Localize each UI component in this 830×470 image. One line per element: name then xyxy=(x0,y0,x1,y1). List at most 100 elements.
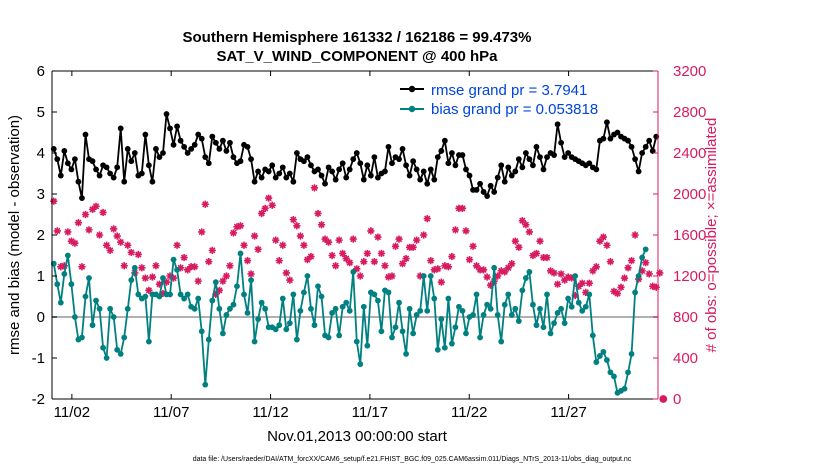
obs-count-point xyxy=(638,267,646,275)
obs-count-point xyxy=(409,243,417,251)
rmse-point xyxy=(441,137,448,144)
rmse-point xyxy=(167,125,173,132)
bias-point xyxy=(625,369,631,376)
x-tick-label: 11/12 xyxy=(252,404,288,421)
bias-point xyxy=(86,275,92,281)
bias-point xyxy=(57,299,64,306)
obs-count-point xyxy=(391,242,400,250)
bias-point xyxy=(406,305,413,312)
bias-point xyxy=(61,271,68,277)
rmse-point xyxy=(438,148,445,154)
obs-count-point xyxy=(627,257,636,265)
rmse-point xyxy=(138,170,145,177)
obs-count-point xyxy=(310,184,319,192)
rmse-point xyxy=(600,135,607,142)
rmse-point xyxy=(279,164,286,171)
bias-point xyxy=(544,291,550,298)
rmse-point xyxy=(445,160,452,167)
bias-point xyxy=(417,307,424,314)
obs-count-point xyxy=(332,262,340,270)
rmse-point xyxy=(301,158,307,165)
rmse-point xyxy=(505,164,512,171)
obs-count-point xyxy=(92,202,100,210)
obs-count-point xyxy=(437,278,445,286)
rmse-point xyxy=(332,176,339,183)
bias-point xyxy=(551,320,557,327)
rmse-point xyxy=(248,156,254,163)
rmse-point xyxy=(322,180,328,187)
bias-point xyxy=(110,314,117,320)
x-axis-label: Nov.01,2013 00:00:00 start xyxy=(267,428,448,445)
obs-count-point xyxy=(448,252,456,261)
obs-count-point xyxy=(286,276,294,284)
obs-count-point xyxy=(95,231,104,239)
bias-point xyxy=(308,305,314,312)
obs-count-point xyxy=(398,260,407,268)
obs-count-point xyxy=(659,395,668,403)
obs-count-point xyxy=(243,257,252,265)
rmse-point xyxy=(565,150,572,156)
rmse-point xyxy=(54,156,61,163)
plot-area xyxy=(52,71,658,399)
rmse-point xyxy=(604,119,610,126)
rmse-point xyxy=(117,125,124,132)
bias-point xyxy=(639,254,646,261)
rmse-point xyxy=(628,143,635,150)
obs-count-point xyxy=(656,269,664,277)
rmse-point xyxy=(417,176,424,183)
bias-point xyxy=(121,334,128,341)
bias-point xyxy=(93,297,99,304)
bias-point xyxy=(448,340,455,347)
rmse-point xyxy=(403,162,409,169)
obs-count-point xyxy=(74,219,83,227)
legend-bias-label: bias grand pr = 0.053818 xyxy=(431,101,598,118)
rmse-point xyxy=(410,158,417,165)
rmse-point xyxy=(212,139,219,146)
obs-count-point xyxy=(328,251,336,260)
obs-count-point xyxy=(585,279,593,287)
rmse-point xyxy=(406,172,413,179)
rmse-point xyxy=(614,129,621,136)
bias-point xyxy=(177,291,184,298)
rmse-point xyxy=(153,146,159,152)
rmse-point xyxy=(427,166,434,173)
bias-point xyxy=(318,293,325,300)
obs-count-point xyxy=(349,235,357,243)
rmse-point xyxy=(174,123,180,130)
rmse-point xyxy=(184,150,191,156)
obs-count-point xyxy=(416,272,424,280)
x-tick-label: 11/02 xyxy=(54,404,90,421)
obs-count-point xyxy=(117,238,125,246)
rmse-point xyxy=(61,148,68,154)
obs-count-point xyxy=(525,228,534,236)
bias-point xyxy=(389,334,395,341)
obs-count-point xyxy=(388,272,396,280)
rmse-point xyxy=(625,137,631,144)
obs-count-point xyxy=(568,274,576,282)
bias-point xyxy=(255,316,262,322)
bias-point xyxy=(579,307,586,314)
x-tick-label: 11/27 xyxy=(550,404,586,421)
obs-count-point xyxy=(261,204,269,212)
obs-count-point xyxy=(370,258,378,266)
bias-point xyxy=(205,336,212,343)
rmse-point xyxy=(181,143,188,150)
rmse-point xyxy=(346,166,353,173)
obs-count-point xyxy=(173,241,181,249)
obs-count-point xyxy=(215,286,223,294)
rmse-point xyxy=(466,172,473,179)
obs-count-point xyxy=(141,274,149,282)
y-tick-label-right: 2000 xyxy=(673,186,706,203)
rmse-point xyxy=(473,187,480,193)
y-tick-label-right: 0 xyxy=(673,391,681,408)
rmse-point xyxy=(382,168,388,175)
obs-count-point xyxy=(335,236,343,244)
bias-point xyxy=(558,305,565,312)
bias-point xyxy=(515,318,522,324)
rmse-point xyxy=(265,168,272,175)
obs-count-point xyxy=(127,248,135,257)
bias-point xyxy=(522,275,529,281)
rmse-point xyxy=(276,170,283,177)
obs-count-point xyxy=(522,221,530,229)
bias-point xyxy=(304,273,311,279)
